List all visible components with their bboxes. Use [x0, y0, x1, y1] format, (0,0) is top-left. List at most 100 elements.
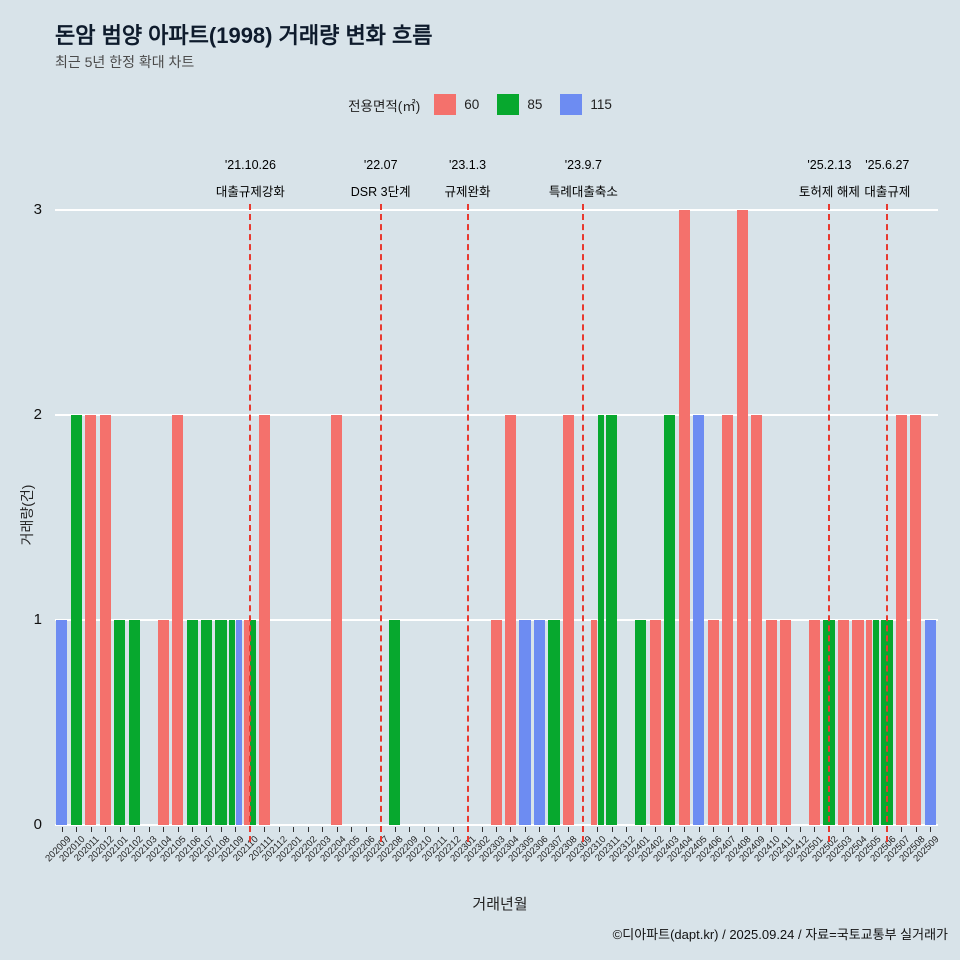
bar-202310-85 — [597, 415, 604, 825]
x-tickmark — [61, 827, 63, 832]
legend-title: 전용면적(㎡) — [348, 98, 421, 114]
event-line-202502 — [828, 204, 831, 842]
x-tickmark — [930, 827, 932, 832]
event-date-label: '21.10.26 — [224, 158, 276, 172]
x-tickmark — [684, 827, 686, 832]
y-tick-label-1: 1 — [33, 611, 42, 628]
y-axis-title: 거래량(건) — [19, 484, 35, 546]
y-tick-label-0: 0 — [33, 816, 42, 833]
x-tickmark — [713, 827, 715, 832]
bar-202401-85 — [635, 620, 647, 825]
bar-202010-85 — [70, 415, 82, 825]
bar-202405-115 — [693, 415, 705, 825]
x-tickmark — [134, 827, 136, 832]
legend-item-85: 85 — [497, 94, 542, 115]
bar-202503-60 — [837, 620, 850, 825]
legend-swatch-115 — [560, 94, 583, 115]
x-tickmark — [669, 827, 671, 832]
x-tickmark — [771, 827, 773, 832]
bar-202408-60 — [736, 210, 748, 825]
event-line-202309 — [582, 204, 585, 842]
x-tickmark — [163, 827, 165, 832]
bar-202310-60 — [591, 620, 597, 825]
bar-202508-60 — [910, 415, 922, 825]
bar-202308-60 — [562, 415, 575, 825]
event-date-label: '25.2.13 — [807, 158, 852, 172]
bar-202410-60 — [765, 620, 777, 825]
x-tickmark — [192, 827, 194, 832]
page-title: 돈암 범양 아파트(1998) 거래량 변화 흐름 — [55, 23, 433, 48]
x-tickmark — [423, 827, 425, 832]
gridline-3 — [55, 209, 938, 211]
x-tickmark — [365, 827, 367, 832]
bar-202208-85 — [389, 620, 401, 825]
x-tickmark — [843, 827, 845, 832]
x-tickmark — [90, 827, 92, 832]
x-tickmark — [640, 827, 642, 832]
legend-swatch-60 — [434, 94, 457, 115]
x-tickmark — [206, 827, 208, 832]
legend-swatch-85 — [497, 94, 520, 115]
bar-202305-115 — [519, 620, 531, 825]
x-tickmark — [655, 827, 657, 832]
bar-202111-60 — [258, 415, 271, 825]
x-tickmark — [307, 827, 309, 832]
x-tickmark — [105, 827, 107, 832]
bar-202402-60 — [649, 620, 661, 825]
x-tickmark — [756, 827, 758, 832]
x-tickmark — [119, 827, 121, 832]
footer-credit: ©디아파트(dapt.kr) / 2025.09.24 / 자료=국토교통부 실… — [612, 927, 948, 942]
bar-202306-115 — [533, 620, 546, 825]
event-desc-label: DSR 3단계 — [350, 185, 411, 199]
x-tickmark — [177, 827, 179, 832]
x-tickmark — [568, 827, 570, 832]
event-date-label: '22.07 — [363, 158, 398, 172]
x-tickmark — [698, 827, 700, 832]
bar-202403-85 — [664, 415, 676, 825]
y-tick-label-3: 3 — [33, 201, 42, 218]
x-tickmark — [915, 827, 917, 832]
bar-202303-60 — [490, 620, 502, 825]
bar-202406-60 — [707, 620, 719, 825]
bar-202109-85 — [229, 620, 236, 825]
x-tickmark — [322, 827, 324, 832]
bar-202110-85 — [250, 620, 257, 825]
x-tickmark — [727, 827, 729, 832]
bar-202504-60 — [852, 620, 864, 825]
gridline-2 — [55, 414, 938, 416]
event-desc-label: 대출규제 — [864, 185, 911, 199]
event-desc-label: 규제완화 — [444, 185, 491, 199]
x-axis-title: 거래년월 — [472, 896, 528, 913]
bar-202407-60 — [722, 415, 734, 825]
legend-label-85: 85 — [527, 97, 543, 112]
x-tickmark — [799, 827, 801, 832]
event-desc-label: 대출규제강화 — [215, 185, 285, 199]
bar-202311-85 — [606, 415, 618, 825]
x-tickmark — [351, 827, 353, 832]
bar-202501-60 — [808, 620, 821, 825]
bar-202411-60 — [780, 620, 792, 825]
x-tickmark — [901, 827, 903, 832]
x-tickmark — [438, 827, 440, 832]
event-desc-label: 토허제 해제 — [798, 185, 860, 199]
bar-202505-85 — [872, 620, 879, 825]
x-tickmark — [76, 827, 78, 832]
x-tickmark — [510, 827, 512, 832]
bar-202404-60 — [678, 210, 690, 825]
x-tickmark — [278, 827, 280, 832]
legend-item-115: 115 — [560, 94, 612, 115]
bar-202507-60 — [895, 415, 907, 825]
x-tickmark — [626, 827, 628, 832]
x-tickmark — [524, 827, 526, 832]
bar-202307-85 — [548, 620, 560, 825]
x-tickmark — [293, 827, 295, 832]
x-tickmark — [857, 827, 859, 832]
event-date-label: '23.9.7 — [564, 158, 602, 172]
x-tickmark — [496, 827, 497, 832]
legend-label-115: 115 — [590, 97, 612, 112]
event-line-202506 — [886, 204, 889, 842]
page-subtitle: 최근 5년 한정 확대 차트 — [55, 54, 195, 70]
legend-item-60: 60 — [434, 94, 479, 115]
bar-202204-60 — [331, 415, 343, 825]
